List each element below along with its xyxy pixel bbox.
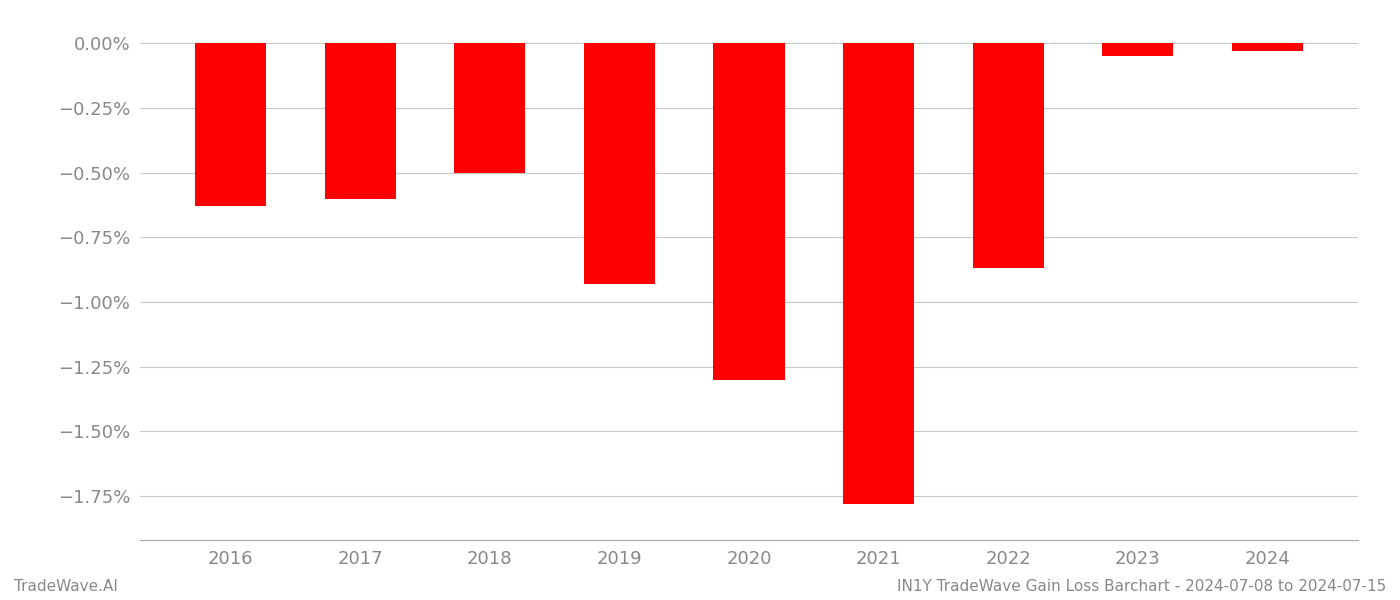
Bar	[584, 43, 655, 284]
Bar	[1232, 43, 1303, 51]
Bar	[973, 43, 1044, 268]
Bar	[325, 43, 396, 199]
Bar	[1102, 43, 1173, 56]
Text: IN1Y TradeWave Gain Loss Barchart - 2024-07-08 to 2024-07-15: IN1Y TradeWave Gain Loss Barchart - 2024…	[897, 579, 1386, 594]
Bar	[843, 43, 914, 504]
Bar	[195, 43, 266, 206]
Bar	[454, 43, 525, 173]
Text: TradeWave.AI: TradeWave.AI	[14, 579, 118, 594]
Bar	[714, 43, 784, 380]
